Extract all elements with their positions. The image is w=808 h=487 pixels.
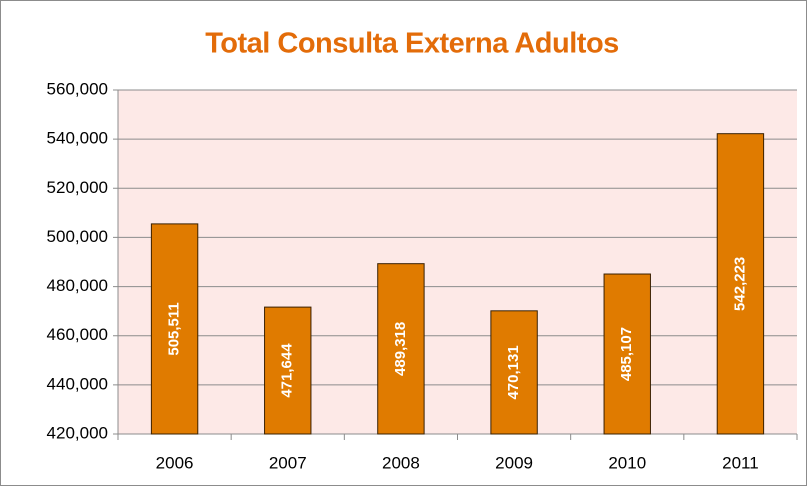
value-label: 485,107 bbox=[618, 327, 635, 381]
bar bbox=[150, 223, 199, 435]
bar bbox=[716, 133, 765, 435]
value-label: 505,511 bbox=[166, 302, 183, 355]
bar bbox=[264, 306, 312, 435]
value-label: 470,131 bbox=[505, 345, 522, 399]
bar bbox=[603, 273, 651, 435]
x-tick-label: 2011 bbox=[722, 453, 759, 472]
x-tick-label: 2009 bbox=[495, 453, 533, 472]
bar bbox=[490, 310, 538, 435]
y-tick-label: 520,000 bbox=[47, 178, 108, 197]
value-label: 542,223 bbox=[731, 257, 748, 311]
y-tick-label: 420,000 bbox=[47, 423, 108, 442]
x-tick-label: 2010 bbox=[608, 453, 646, 472]
x-tick-label: 2007 bbox=[269, 453, 307, 472]
y-tick-label: 560,000 bbox=[47, 79, 108, 98]
y-tick-label: 540,000 bbox=[47, 129, 108, 148]
plot-area bbox=[118, 90, 797, 434]
y-tick-label: 480,000 bbox=[47, 276, 108, 295]
value-label: 489,318 bbox=[392, 322, 409, 376]
y-tick-label: 460,000 bbox=[47, 325, 108, 344]
x-tick-label: 2006 bbox=[156, 453, 194, 472]
bar bbox=[377, 263, 425, 435]
x-tick-label: 2008 bbox=[382, 453, 420, 472]
value-label: 471,644 bbox=[279, 343, 296, 398]
y-tick-label: 500,000 bbox=[47, 227, 108, 246]
chart-title: Total Consulta Externa Adultos bbox=[205, 28, 619, 60]
y-tick-label: 440,000 bbox=[47, 374, 108, 393]
